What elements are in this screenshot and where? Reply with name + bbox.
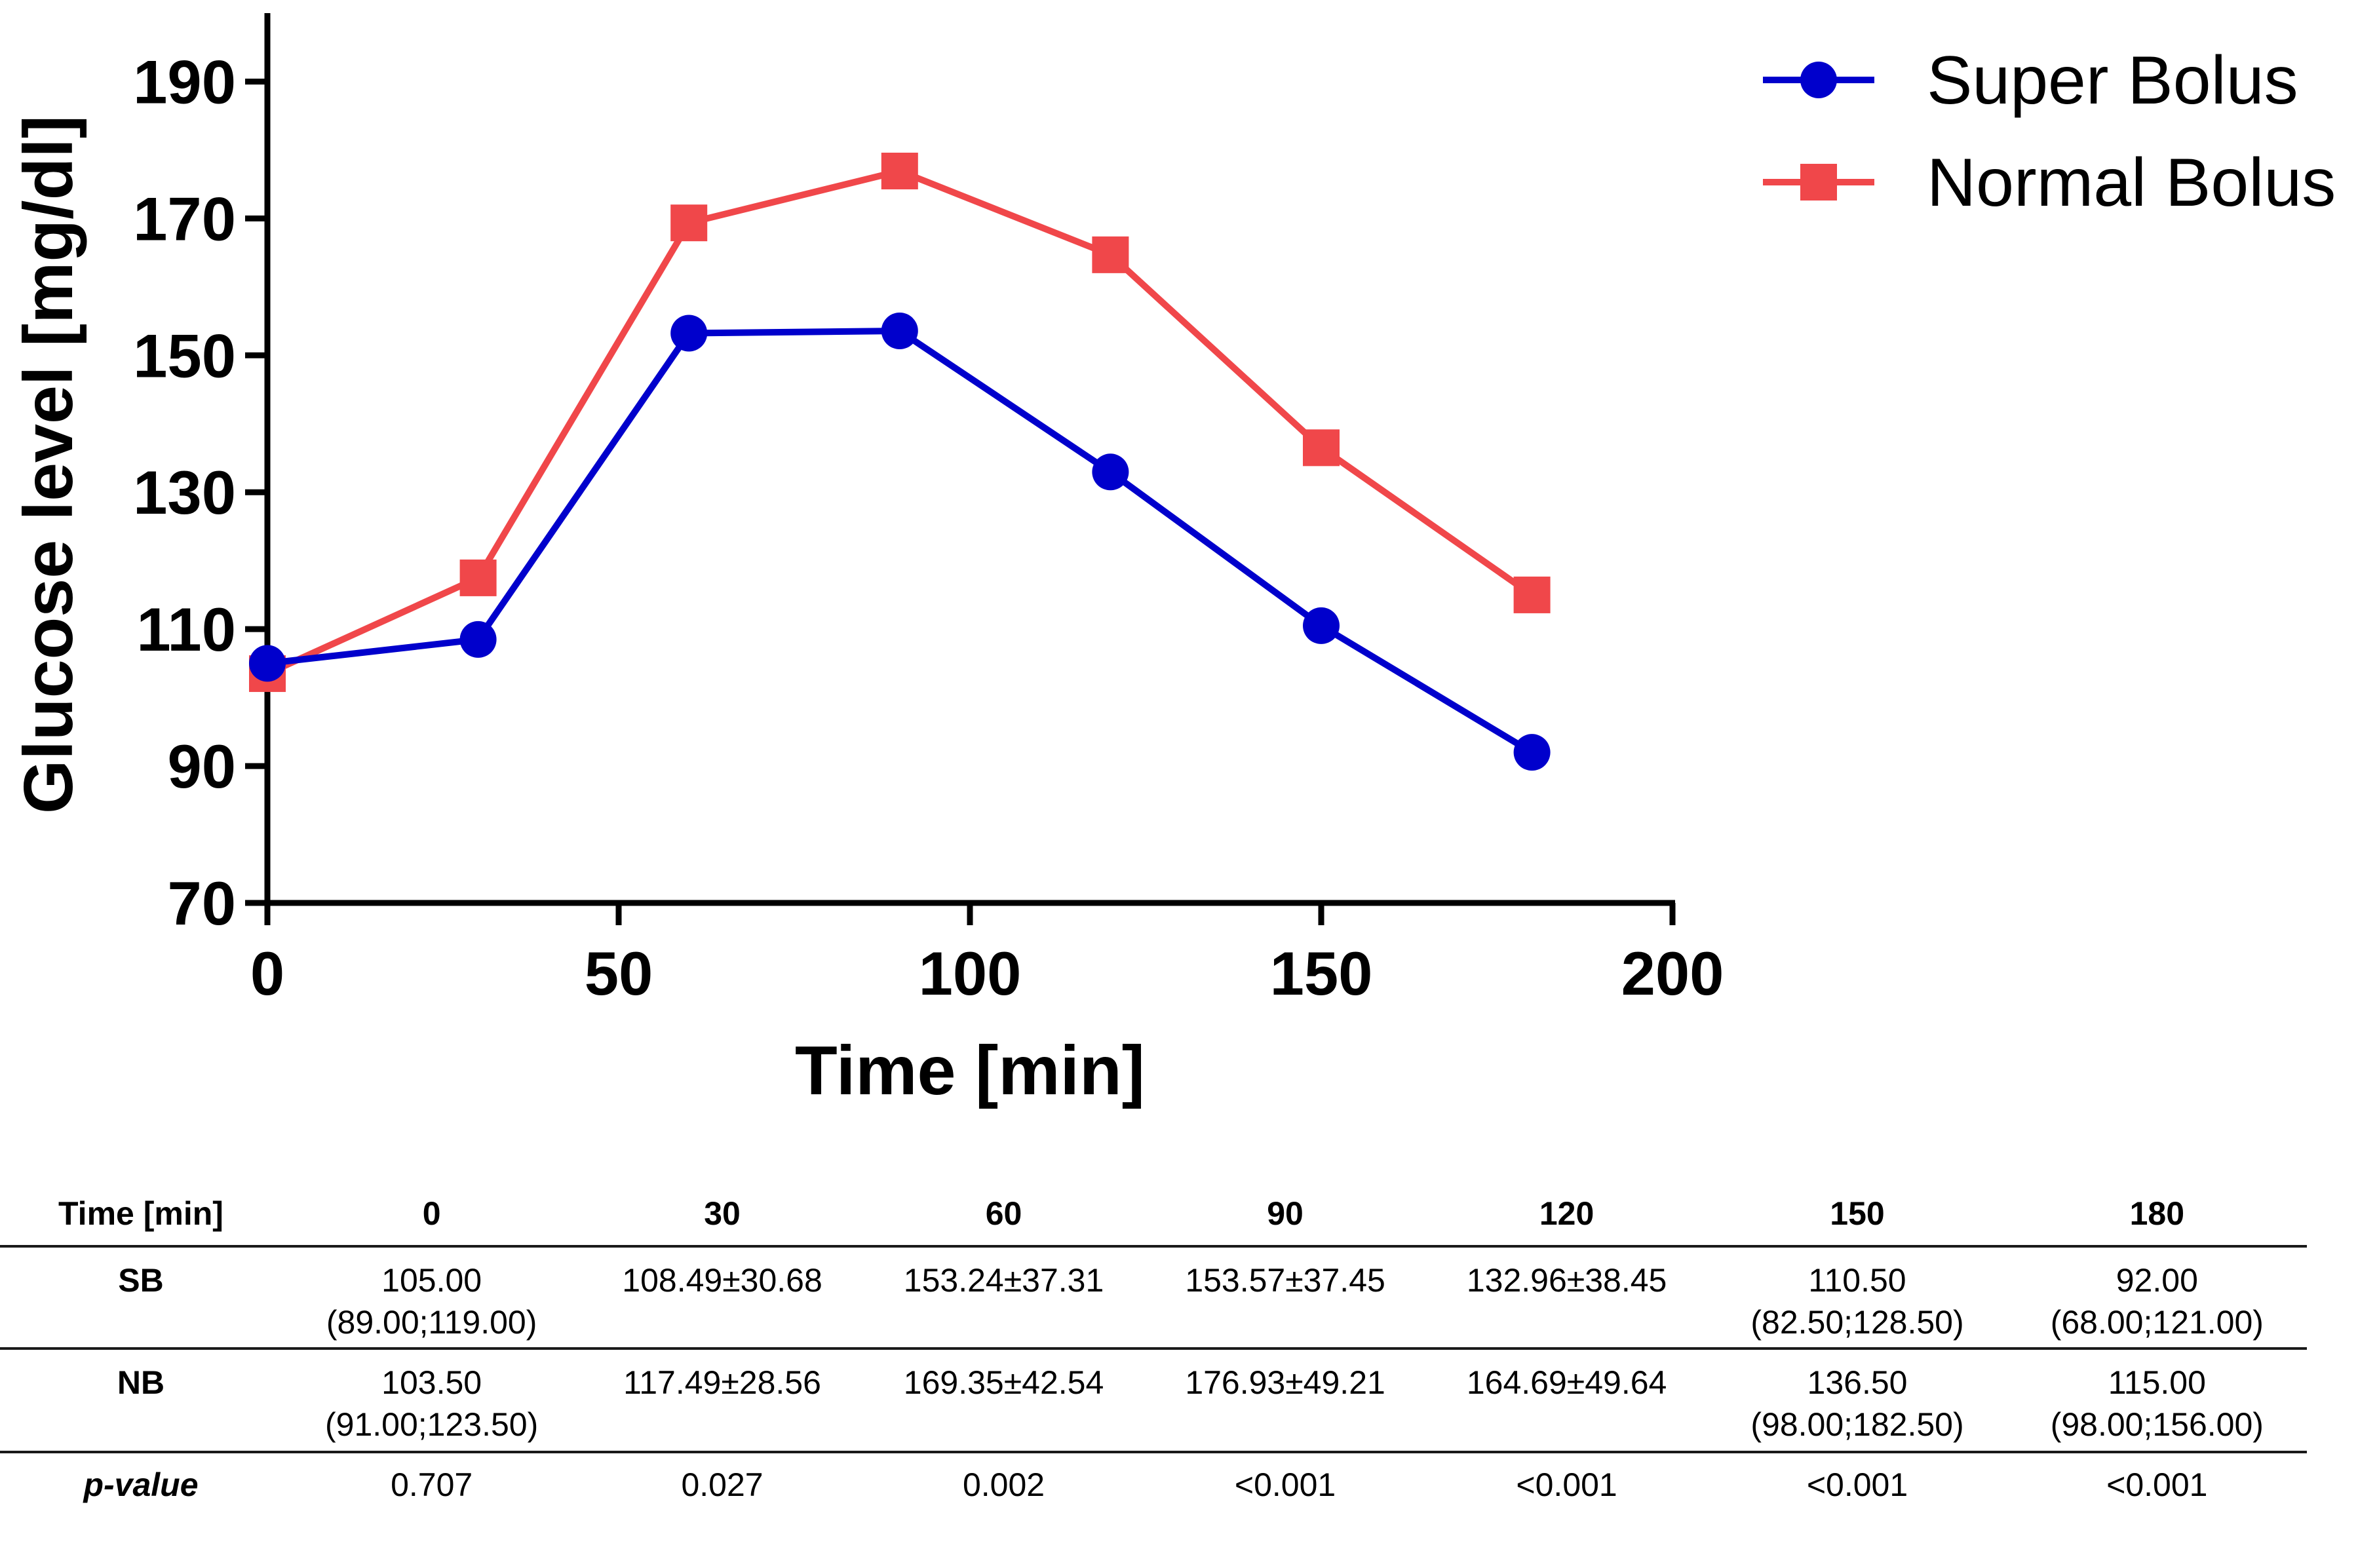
table-cell: 110.50 (82.50;128.50) <box>1707 1245 2007 1348</box>
table-cell: <0.001 <box>1144 1451 1426 1506</box>
y-tick-label: 170 <box>133 184 236 253</box>
table-cell: 153.24±37.31 <box>862 1245 1145 1348</box>
data-point-super-bolus <box>881 313 918 350</box>
table-cell: 108.49±30.68 <box>581 1245 863 1348</box>
table-cell: 176.93±49.21 <box>1144 1347 1426 1452</box>
data-point-normal-bolus <box>881 152 918 189</box>
table-row-p-value: p-value 0.707 0.027 0.002 <0.001 <0.001 … <box>0 1451 2307 1506</box>
table-cell: 164.69±49.64 <box>1425 1347 1708 1452</box>
y-tick-label: 90 <box>167 732 236 801</box>
chart-legend: Super Bolus Normal Bolus <box>1763 43 2336 221</box>
x-tick-label: 0 <box>250 939 284 1008</box>
table-cell: 136.50 (98.00;182.50) <box>1707 1347 2007 1452</box>
table-cell: 92.00 (68.00;121.00) <box>2007 1245 2307 1348</box>
table-cell: 153.57±37.45 <box>1144 1245 1426 1348</box>
row-label-p-value: p-value <box>0 1451 282 1506</box>
data-point-super-bolus <box>1513 734 1551 771</box>
table-cell: 115.00 (98.00;156.00) <box>2007 1347 2307 1452</box>
row-label-nb: NB <box>0 1347 282 1452</box>
glucose-line-chart: 70 90 110 130 150 170 190 0 50 100 150 200 Time [min… <box>10 13 2336 1109</box>
legend-label-normal-bolus: Normal Bolus <box>1927 145 2336 221</box>
table-header-cell: 150 <box>1830 1195 1885 1232</box>
table-header-row: Time [min] 0 30 60 90 120 150 180 <box>0 1179 2307 1246</box>
x-tick-label: 50 <box>585 939 653 1008</box>
legend-marker-super-bolus <box>1800 62 1837 98</box>
data-point-super-bolus <box>1303 607 1340 644</box>
y-axis-title: Glucose level [mg/dl] <box>10 115 87 814</box>
table-row-nb: NB 103.50 (91.00;123.50) 117.49±28.56 169… <box>0 1347 2307 1452</box>
y-tick-label: 150 <box>133 321 236 390</box>
table-header-cell: 0 <box>422 1195 441 1232</box>
table-header-cell: 30 <box>704 1195 741 1232</box>
table-row-sb: SB 105.00 (89.00;119.00) 108.49±30.68 153… <box>0 1245 2307 1348</box>
table-cell: 105.00 (89.00;119.00) <box>282 1245 582 1348</box>
data-point-super-bolus <box>249 645 286 682</box>
data-point-super-bolus <box>1092 453 1129 491</box>
data-point-super-bolus <box>459 621 497 658</box>
table-cell: 117.49±28.56 <box>581 1347 863 1452</box>
table-cell: 132.96±38.45 <box>1425 1245 1708 1348</box>
y-tick-label: 130 <box>133 458 236 527</box>
table-header-cell: 120 <box>1539 1195 1594 1232</box>
series-line-super-bolus <box>267 328 1534 755</box>
table-cell: <0.001 <box>2007 1451 2307 1506</box>
row-label-sb: SB <box>0 1245 282 1348</box>
legend-marker-normal-bolus <box>1800 164 1837 201</box>
data-point-normal-bolus <box>1092 236 1129 273</box>
series-line-normal-bolus <box>265 167 1534 677</box>
table-header-cell: 60 <box>985 1195 1022 1232</box>
chart-axes: 70 90 110 130 150 170 190 0 50 100 150 200 Time [min… <box>10 13 1724 1109</box>
y-tick-label: 110 <box>136 595 236 664</box>
table-cell: <0.001 <box>1425 1451 1708 1506</box>
x-tick-label: 200 <box>1621 939 1724 1008</box>
x-tick-label: 100 <box>919 939 1022 1008</box>
table-cell: 0.002 <box>862 1451 1145 1506</box>
data-point-normal-bolus <box>1513 576 1551 613</box>
chart-series <box>249 152 1551 771</box>
table-cell: 0.707 <box>282 1451 582 1506</box>
data-point-normal-bolus <box>670 204 708 242</box>
table-cell: 169.35±42.54 <box>862 1347 1145 1452</box>
data-point-normal-bolus <box>459 559 497 596</box>
table-header-cell: 180 <box>2129 1195 2185 1232</box>
table-cell: <0.001 <box>1707 1451 2007 1506</box>
legend-label-super-bolus: Super Bolus <box>1927 43 2298 119</box>
y-tick-label: 70 <box>167 869 236 938</box>
table-cell: 0.027 <box>581 1451 863 1506</box>
x-axis-title: Time [min] <box>795 1032 1145 1109</box>
glucose-data-table: Time [min] 0 30 60 90 120 150 180 SB 105… <box>0 1179 2307 1506</box>
data-point-normal-bolus <box>1303 429 1340 467</box>
data-point-super-bolus <box>670 315 708 352</box>
table-cell: 103.50 (91.00;123.50) <box>282 1347 582 1452</box>
y-tick-label: 190 <box>133 47 236 116</box>
table-header-time-label: Time [min] <box>58 1195 223 1232</box>
x-tick-label: 150 <box>1270 939 1373 1008</box>
table-header-cell: 90 <box>1267 1195 1304 1232</box>
